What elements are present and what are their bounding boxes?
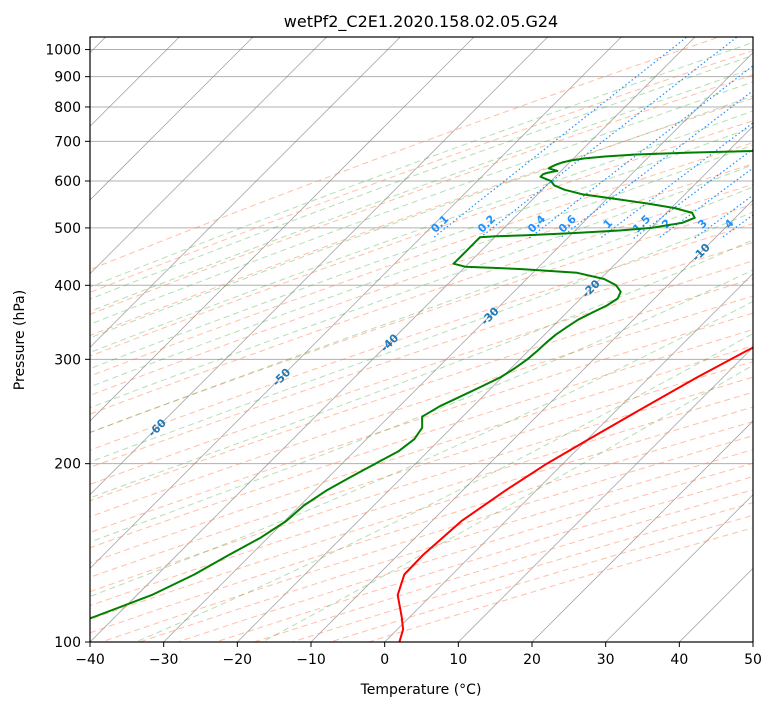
dry-adiabat-line	[290, 502, 753, 642]
moist-adiabat-line	[90, 164, 753, 409]
dry-adiabat-line	[328, 514, 753, 642]
x-tick-label: −20	[223, 652, 253, 668]
y-axis-label: Pressure (hPa)	[12, 290, 28, 390]
x-tick-label: 20	[523, 652, 541, 668]
dry-adiabat-lines	[90, 37, 753, 642]
y-tick-label: 700	[54, 134, 81, 150]
dry-adiabat-line	[90, 74, 753, 315]
x-axis-ticks: −40 −30 −20 −10 0 10 20 30 40 50	[75, 642, 762, 668]
moist-adiabat-lines	[90, 41, 753, 642]
y-tick-label: 500	[54, 221, 81, 237]
mixing-ratio-line	[432, 37, 688, 239]
y-tick-label: 800	[54, 100, 81, 116]
dry-adiabat-line	[214, 476, 753, 642]
x-tick-label: 0	[380, 652, 389, 668]
moist-adiabat-line	[90, 186, 753, 434]
dry-adiabat-line	[90, 329, 753, 549]
isotherm-line	[531, 420, 753, 642]
moist-adiabat-line	[90, 54, 753, 300]
isotherm-line	[163, 52, 753, 642]
x-tick-label: −10	[296, 652, 326, 668]
dry-adiabat-line	[366, 527, 753, 642]
dry-adiabat-line	[90, 50, 753, 293]
dry-adiabat-line	[90, 203, 753, 433]
dry-adiabat-line	[138, 449, 753, 642]
y-tick-label: 300	[54, 352, 81, 368]
dry-adiabat-line	[90, 345, 753, 564]
isotherm-line	[90, 37, 327, 275]
isotherm-line	[90, 37, 254, 201]
y-tick-label: 900	[54, 70, 81, 86]
dewpoint-profile-line	[90, 150, 753, 620]
moist-adiabat-line	[90, 95, 753, 339]
y-tick-label: 600	[54, 174, 81, 190]
isotherm-line	[90, 37, 401, 348]
isotherm-line	[237, 125, 753, 642]
x-tick-label: −40	[75, 652, 105, 668]
moist-adiabat-line	[90, 239, 753, 499]
dry-adiabat-line	[90, 97, 753, 337]
isotherm-line	[458, 346, 753, 642]
dry-adiabat-line	[90, 295, 753, 518]
dry-adiabat-line	[90, 241, 753, 468]
x-tick-label: 30	[597, 652, 615, 668]
isotherm-line	[90, 37, 475, 422]
isotherm-lines	[90, 37, 753, 642]
x-tick-label: 50	[744, 652, 762, 668]
background-reference-lines	[90, 37, 753, 642]
y-tick-label: 400	[54, 278, 81, 294]
isotherm-line	[90, 37, 696, 642]
chart-title: wetPf2_C2E1.2020.158.02.05.G24	[284, 12, 558, 32]
dry-adiabat-line	[90, 163, 753, 396]
isotherm-line	[90, 37, 622, 569]
x-tick-label: 10	[449, 652, 467, 668]
moist-adiabat-line	[90, 41, 753, 288]
dry-adiabat-line	[90, 406, 753, 620]
y-axis-ticks: 100 200 300 400 500 600 700 800 900 1000	[45, 43, 90, 651]
y-tick-label: 100	[54, 635, 81, 651]
mixing-ratio-line	[478, 37, 739, 239]
x-tick-label: 40	[670, 652, 688, 668]
dry-adiabat-line	[90, 391, 753, 607]
isotherm-line	[384, 273, 753, 642]
dry-adiabat-line	[176, 462, 753, 642]
mixing-ratio-line	[559, 89, 753, 239]
temperature-profile-line	[396, 346, 753, 642]
pressure-gridlines	[90, 49, 753, 642]
x-tick-label: −30	[149, 652, 179, 668]
plot-frame	[89, 36, 754, 643]
mixing-ratio-line	[528, 65, 753, 239]
y-tick-label: 200	[54, 457, 81, 473]
dry-adiabat-line	[90, 421, 753, 634]
sounding-profiles	[90, 150, 753, 642]
dry-adiabat-line	[90, 223, 753, 451]
isotherm-line	[310, 199, 753, 642]
dry-adiabat-line	[90, 183, 753, 415]
moist-adiabat-line	[90, 144, 753, 388]
dry-adiabat-line	[90, 312, 753, 533]
moist-adiabat-line	[134, 333, 753, 642]
x-axis-label: Temperature (°C)	[360, 682, 482, 698]
y-tick-label: 1000	[45, 43, 81, 59]
isotherm-line	[90, 37, 548, 496]
